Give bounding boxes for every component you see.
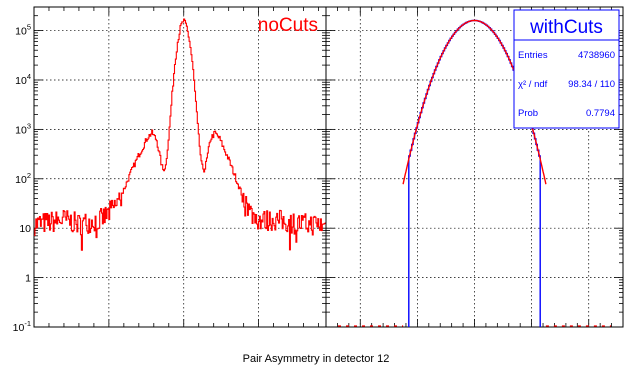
plot-frame (33, 6, 327, 328)
y-tick-base: 10 (19, 223, 31, 235)
panel-right-withCuts: withCuts Entries 4738960 χ² / ndf 98.34 / 11… (325, 6, 624, 328)
stats-value: 98.34 / 110 (568, 79, 615, 90)
stats-box: withCuts Entries 4738960 χ² / ndf 98.34 / 11… (513, 9, 620, 129)
stats-label: Prob (518, 108, 538, 119)
y-tick-label: 1 (25, 273, 31, 285)
y-tick-label: 10 (19, 223, 31, 235)
noCuts-histogram-line (34, 18, 326, 251)
y-tick-exponent: 3 (27, 121, 31, 130)
stats-label: Entries (518, 50, 548, 61)
x-axis-label: Pair Asymmetry in detector 12 (243, 353, 390, 365)
y-tick-base: 10 (15, 174, 27, 186)
y-tick-label: 103 (15, 121, 31, 136)
y-tick-exponent: 5 (27, 23, 31, 32)
y-tick-label: 10-1 (13, 319, 31, 334)
y-tick-base: 10 (15, 124, 27, 136)
stats-value: 4738960 (578, 50, 615, 61)
y-tick-base: 10 (15, 26, 27, 38)
y-tick-label: 105 (15, 23, 31, 38)
stats-box-frame (513, 9, 620, 129)
y-tick-exponent: 2 (27, 171, 31, 180)
y-tick-label: 102 (15, 171, 31, 186)
noCuts-title: noCuts (258, 15, 318, 36)
y-tick-exponent: -1 (24, 319, 31, 328)
withCuts-title: withCuts (529, 17, 603, 38)
y-tick-base: 1 (25, 273, 31, 285)
stats-value: 0.7794 (586, 108, 615, 119)
stats-label: χ² / ndf (518, 79, 548, 90)
y-tick-base: 10 (15, 75, 27, 87)
y-tick-exponent: 4 (27, 72, 31, 81)
y-tick-base: 10 (13, 322, 25, 334)
y-tick-label: 104 (15, 72, 31, 87)
